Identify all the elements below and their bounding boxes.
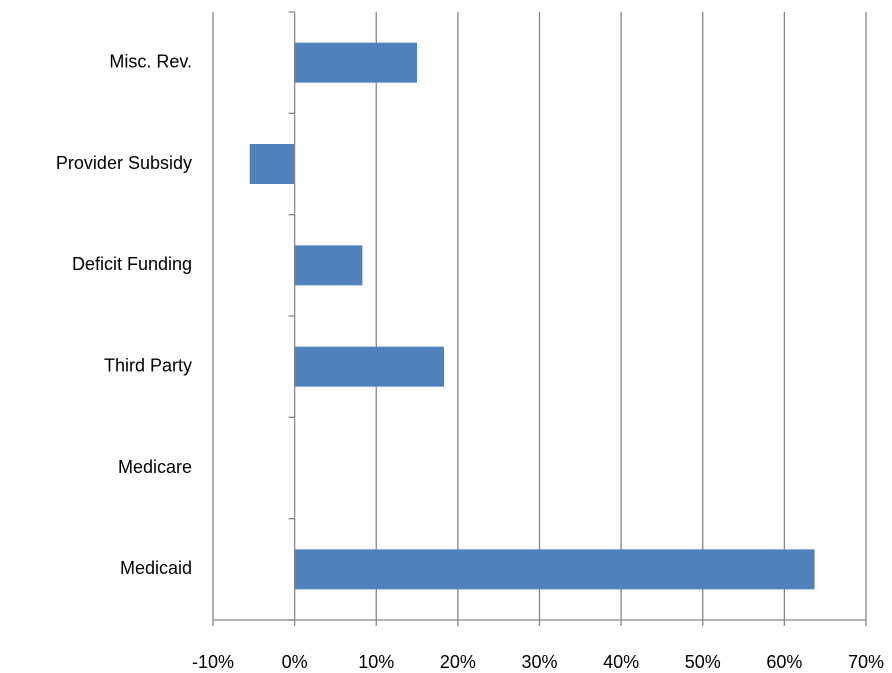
category-label: Third Party: [104, 355, 192, 375]
x-tick-label: 40%: [603, 652, 639, 672]
bar-medicaid: [294, 549, 815, 590]
category-label: Misc. Rev.: [109, 51, 192, 71]
x-tick-label: 30%: [521, 652, 557, 672]
bar-misc-rev: [294, 42, 418, 83]
x-tick-label: 70%: [848, 652, 884, 672]
bars: [249, 42, 815, 590]
bar-deficit-funding: [294, 245, 363, 286]
bar-third-party: [294, 346, 444, 387]
gridlines: [212, 12, 867, 620]
x-tick-label: -10%: [192, 652, 234, 672]
category-labels: Misc. Rev. Provider Subsidy Deficit Fundin…: [56, 51, 192, 578]
axes: [212, 11, 867, 626]
x-tick-label: 0%: [282, 652, 308, 672]
category-label: Deficit Funding: [72, 254, 192, 274]
category-label: Medicare: [118, 457, 192, 477]
x-tick-label: 50%: [685, 652, 721, 672]
category-label: Medicaid: [120, 558, 192, 578]
bar-provider-subsidy: [249, 144, 295, 184]
x-tick-labels: -10% 0% 10% 20% 30% 40% 50% 60% 70%: [192, 652, 884, 672]
x-tick-label: 60%: [766, 652, 802, 672]
x-tick-label: 10%: [358, 652, 394, 672]
x-tick-label: 20%: [440, 652, 476, 672]
category-label: Provider Subsidy: [56, 153, 192, 173]
